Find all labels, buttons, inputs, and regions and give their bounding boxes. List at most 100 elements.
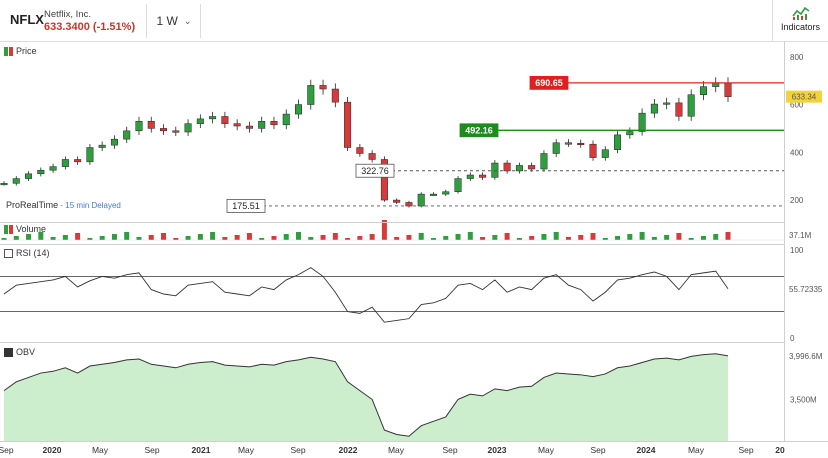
candle-body [454, 178, 462, 192]
volume-bar [651, 237, 657, 240]
volume-bar [406, 235, 412, 240]
volume-bar [246, 233, 252, 240]
rsi-pane-label[interactable]: RSI (14) [4, 248, 50, 258]
volume-bar [492, 235, 498, 240]
quote-price: 633.3400 (-1.51%) [44, 21, 136, 33]
data-source: ProRealTime - 15 min Delayed [6, 200, 121, 210]
volume-bar [87, 238, 93, 240]
volume-bar [13, 236, 19, 240]
obv-pane [3, 353, 729, 441]
price-axis-tick: 800 [790, 53, 804, 62]
rsi-axis-tick: 100 [790, 246, 804, 255]
volume-pane [0, 220, 784, 241]
candle-body [319, 85, 327, 90]
volume-bar [394, 237, 400, 240]
toolbar-divider [146, 4, 147, 38]
volume-pane-label[interactable]: Volume [4, 224, 46, 234]
interval-selector[interactable]: 1 W ⌄ [148, 0, 200, 42]
indicators-label: Indicators [780, 22, 821, 32]
volume-bar [271, 236, 277, 240]
candle-body [172, 130, 180, 133]
x-axis-label: 2022 [339, 445, 358, 455]
candle-body [614, 134, 622, 150]
volume-bar [553, 232, 559, 240]
volume-bar [136, 237, 142, 240]
rsi-label-text: RSI (14) [16, 248, 50, 258]
volume-bar [332, 233, 338, 240]
candle-body [135, 121, 143, 132]
volume-bar [664, 235, 670, 240]
obv-line [3, 353, 729, 437]
volume-bar [111, 234, 117, 240]
volume-bar [148, 235, 154, 240]
source-delay: - 15 min Delayed [58, 201, 121, 210]
x-axis-label: May [388, 445, 405, 455]
candle-body [540, 153, 548, 170]
price-axis-tick: 200 [790, 196, 804, 205]
toolbar-divider [200, 4, 201, 38]
volume-bar [627, 234, 633, 240]
candle-body [344, 101, 352, 148]
price-icon [4, 46, 13, 56]
candle-body [393, 199, 401, 203]
volume-bar [26, 234, 32, 240]
candle-body [0, 183, 8, 186]
volume-bar [369, 234, 375, 240]
candle-body [160, 128, 168, 132]
volume-bar [234, 235, 240, 240]
level-tag-text: 175.51 [232, 201, 260, 211]
candle-body [98, 144, 106, 148]
volume-bar [308, 237, 314, 240]
candle-body [12, 178, 20, 184]
candle-body [61, 159, 69, 167]
level-tag [529, 75, 569, 90]
x-axis-label: Sep [144, 445, 159, 455]
candle-body [110, 138, 118, 146]
last-price-tag [786, 90, 822, 103]
volume-bar [639, 232, 645, 240]
volume-bar [615, 236, 621, 240]
volume-bar [173, 238, 179, 240]
candle-body [209, 116, 217, 120]
volume-bar [99, 236, 105, 240]
source-provider: ProRealTime [6, 200, 59, 210]
obv-pane-label[interactable]: OBV [4, 347, 35, 357]
candle-body [282, 113, 290, 126]
volume-bar [259, 238, 265, 240]
volume-bar [443, 236, 449, 240]
volume-bar [210, 232, 216, 240]
candle-body [724, 82, 732, 97]
rsi-axis-tick: 0 [790, 334, 795, 343]
obv-axis-tick: 3,500M [790, 395, 817, 404]
candle-body [123, 130, 131, 140]
indicators-button[interactable]: Indicators [772, 0, 828, 42]
candle-body [86, 147, 94, 163]
price-pane-label[interactable]: Price [4, 46, 37, 56]
x-axis-label: 20 [775, 445, 785, 455]
volume-bar [50, 237, 56, 240]
candle-body [307, 85, 315, 105]
candle-body [601, 149, 609, 158]
interval-value: 1 W [156, 14, 178, 28]
volume-bar [430, 238, 436, 240]
x-axis-divider [0, 441, 828, 442]
candle-body [368, 153, 376, 160]
x-axis-label: May [238, 445, 255, 455]
pane-divider[interactable] [0, 222, 784, 223]
pane-divider[interactable] [0, 244, 784, 245]
candle-body [147, 121, 155, 129]
rsi-last-text: 55.72335 [789, 285, 823, 294]
ticker-symbol[interactable]: NFLX [10, 12, 44, 27]
candle-body [258, 121, 266, 129]
candle-body [650, 103, 658, 114]
candle-body [417, 193, 425, 207]
x-axis-label: Sep [738, 445, 753, 455]
pane-divider[interactable] [0, 342, 784, 343]
x-axis-label: 2023 [488, 445, 507, 455]
candle-body [295, 104, 303, 115]
volume-bar [676, 233, 682, 240]
x-axis-label: Sep [442, 445, 457, 455]
x-axis-label: Sep [590, 445, 605, 455]
volume-bar [381, 220, 387, 240]
